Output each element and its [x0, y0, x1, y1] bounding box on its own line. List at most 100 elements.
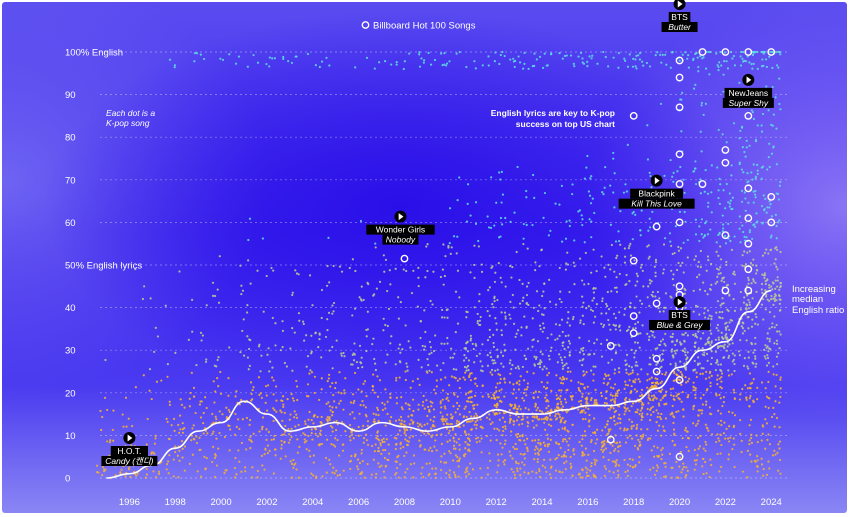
song-dot: [429, 418, 432, 421]
song-dot: [616, 254, 619, 257]
song-dot: [100, 428, 103, 432]
song-dot: [568, 324, 572, 327]
song-dot: [292, 399, 295, 402]
song-dot: [572, 449, 575, 452]
song-dot: [761, 273, 764, 276]
song-dot: [625, 368, 628, 371]
song-dot: [779, 376, 782, 379]
song-dot: [619, 427, 622, 430]
song-dot: [733, 369, 736, 373]
x-tick-label: 2010: [440, 497, 461, 508]
x-tick-label: 2022: [715, 497, 736, 508]
song-dot: [316, 435, 320, 438]
song-dot: [760, 204, 764, 208]
song-dot: [603, 474, 606, 478]
song-dot: [267, 347, 270, 350]
song-dot: [145, 467, 148, 470]
song-dot: [769, 348, 772, 351]
song-dot: [453, 473, 457, 476]
song-dot: [633, 259, 636, 262]
song-dot: [548, 473, 552, 476]
song-dot: [560, 389, 563, 392]
x-tick-label: 2024: [761, 497, 782, 508]
song-dot: [768, 200, 771, 203]
song-dot: [122, 425, 125, 428]
song-dot: [425, 245, 428, 248]
song-dot: [448, 429, 451, 432]
song-dot: [187, 338, 190, 341]
song-dot: [631, 458, 634, 461]
song-dot: [273, 57, 276, 60]
song-dot: [661, 53, 664, 56]
song-dot: [616, 394, 619, 397]
song-dot: [404, 370, 407, 373]
song-dot: [652, 466, 655, 469]
song-dot: [741, 327, 745, 330]
song-dot: [670, 394, 673, 397]
song-dot: [441, 415, 444, 418]
song-dot: [748, 231, 751, 234]
song-dot: [514, 366, 517, 370]
song-dot: [581, 314, 584, 317]
song-dot: [233, 466, 237, 470]
song-dot: [731, 207, 734, 211]
song-dot: [686, 351, 689, 354]
song-dot: [751, 297, 754, 300]
song-dot: [569, 455, 572, 459]
song-dot: [717, 409, 720, 412]
song-dot: [518, 61, 522, 64]
song-dot: [741, 57, 744, 60]
song-dot: [647, 285, 650, 288]
song-dot: [692, 289, 695, 292]
song-dot: [770, 234, 773, 237]
song-dot: [647, 394, 650, 397]
callout-song: Kill This Love: [631, 199, 682, 209]
song-dot: [509, 317, 512, 320]
song-dot: [778, 77, 781, 80]
song-dot: [489, 226, 493, 230]
callout-artist-box: [724, 87, 773, 98]
song-dot: [229, 428, 232, 431]
song-dot: [655, 420, 658, 424]
song-dot: [676, 393, 679, 396]
song-dot: [499, 442, 502, 445]
song-dot: [377, 462, 380, 465]
song-dot: [499, 216, 503, 220]
song-dot: [778, 302, 781, 305]
song-dot: [493, 280, 497, 284]
song-dot: [342, 351, 345, 355]
song-dot: [465, 316, 468, 319]
song-dot: [743, 150, 746, 154]
song-dot: [112, 409, 115, 412]
song-dot: [760, 288, 763, 291]
song-dot: [590, 57, 593, 60]
song-dot: [271, 366, 274, 369]
song-dot: [360, 356, 363, 359]
song-dot: [538, 55, 542, 58]
song-dot: [358, 461, 362, 465]
song-dot: [703, 289, 707, 293]
song-dot: [447, 244, 450, 248]
song-dot: [775, 339, 779, 342]
song-dot: [754, 312, 757, 316]
song-dot: [617, 464, 621, 467]
song-dot: [639, 234, 642, 237]
callout-song: Super Shy: [728, 98, 768, 108]
song-dot: [721, 297, 724, 300]
song-dot: [356, 468, 360, 471]
song-dot: [680, 471, 683, 474]
song-dot: [648, 304, 651, 308]
song-dot: [664, 417, 667, 420]
song-dot: [434, 334, 437, 337]
song-dot: [583, 241, 586, 244]
song-dot: [329, 385, 332, 388]
song-dot: [664, 292, 668, 295]
song-dot: [626, 474, 630, 478]
song-dot: [494, 386, 498, 389]
song-dot: [260, 354, 263, 357]
song-dot: [412, 269, 415, 272]
song-dot: [487, 289, 490, 292]
song-dot: [610, 290, 613, 293]
song-dot: [268, 449, 271, 452]
